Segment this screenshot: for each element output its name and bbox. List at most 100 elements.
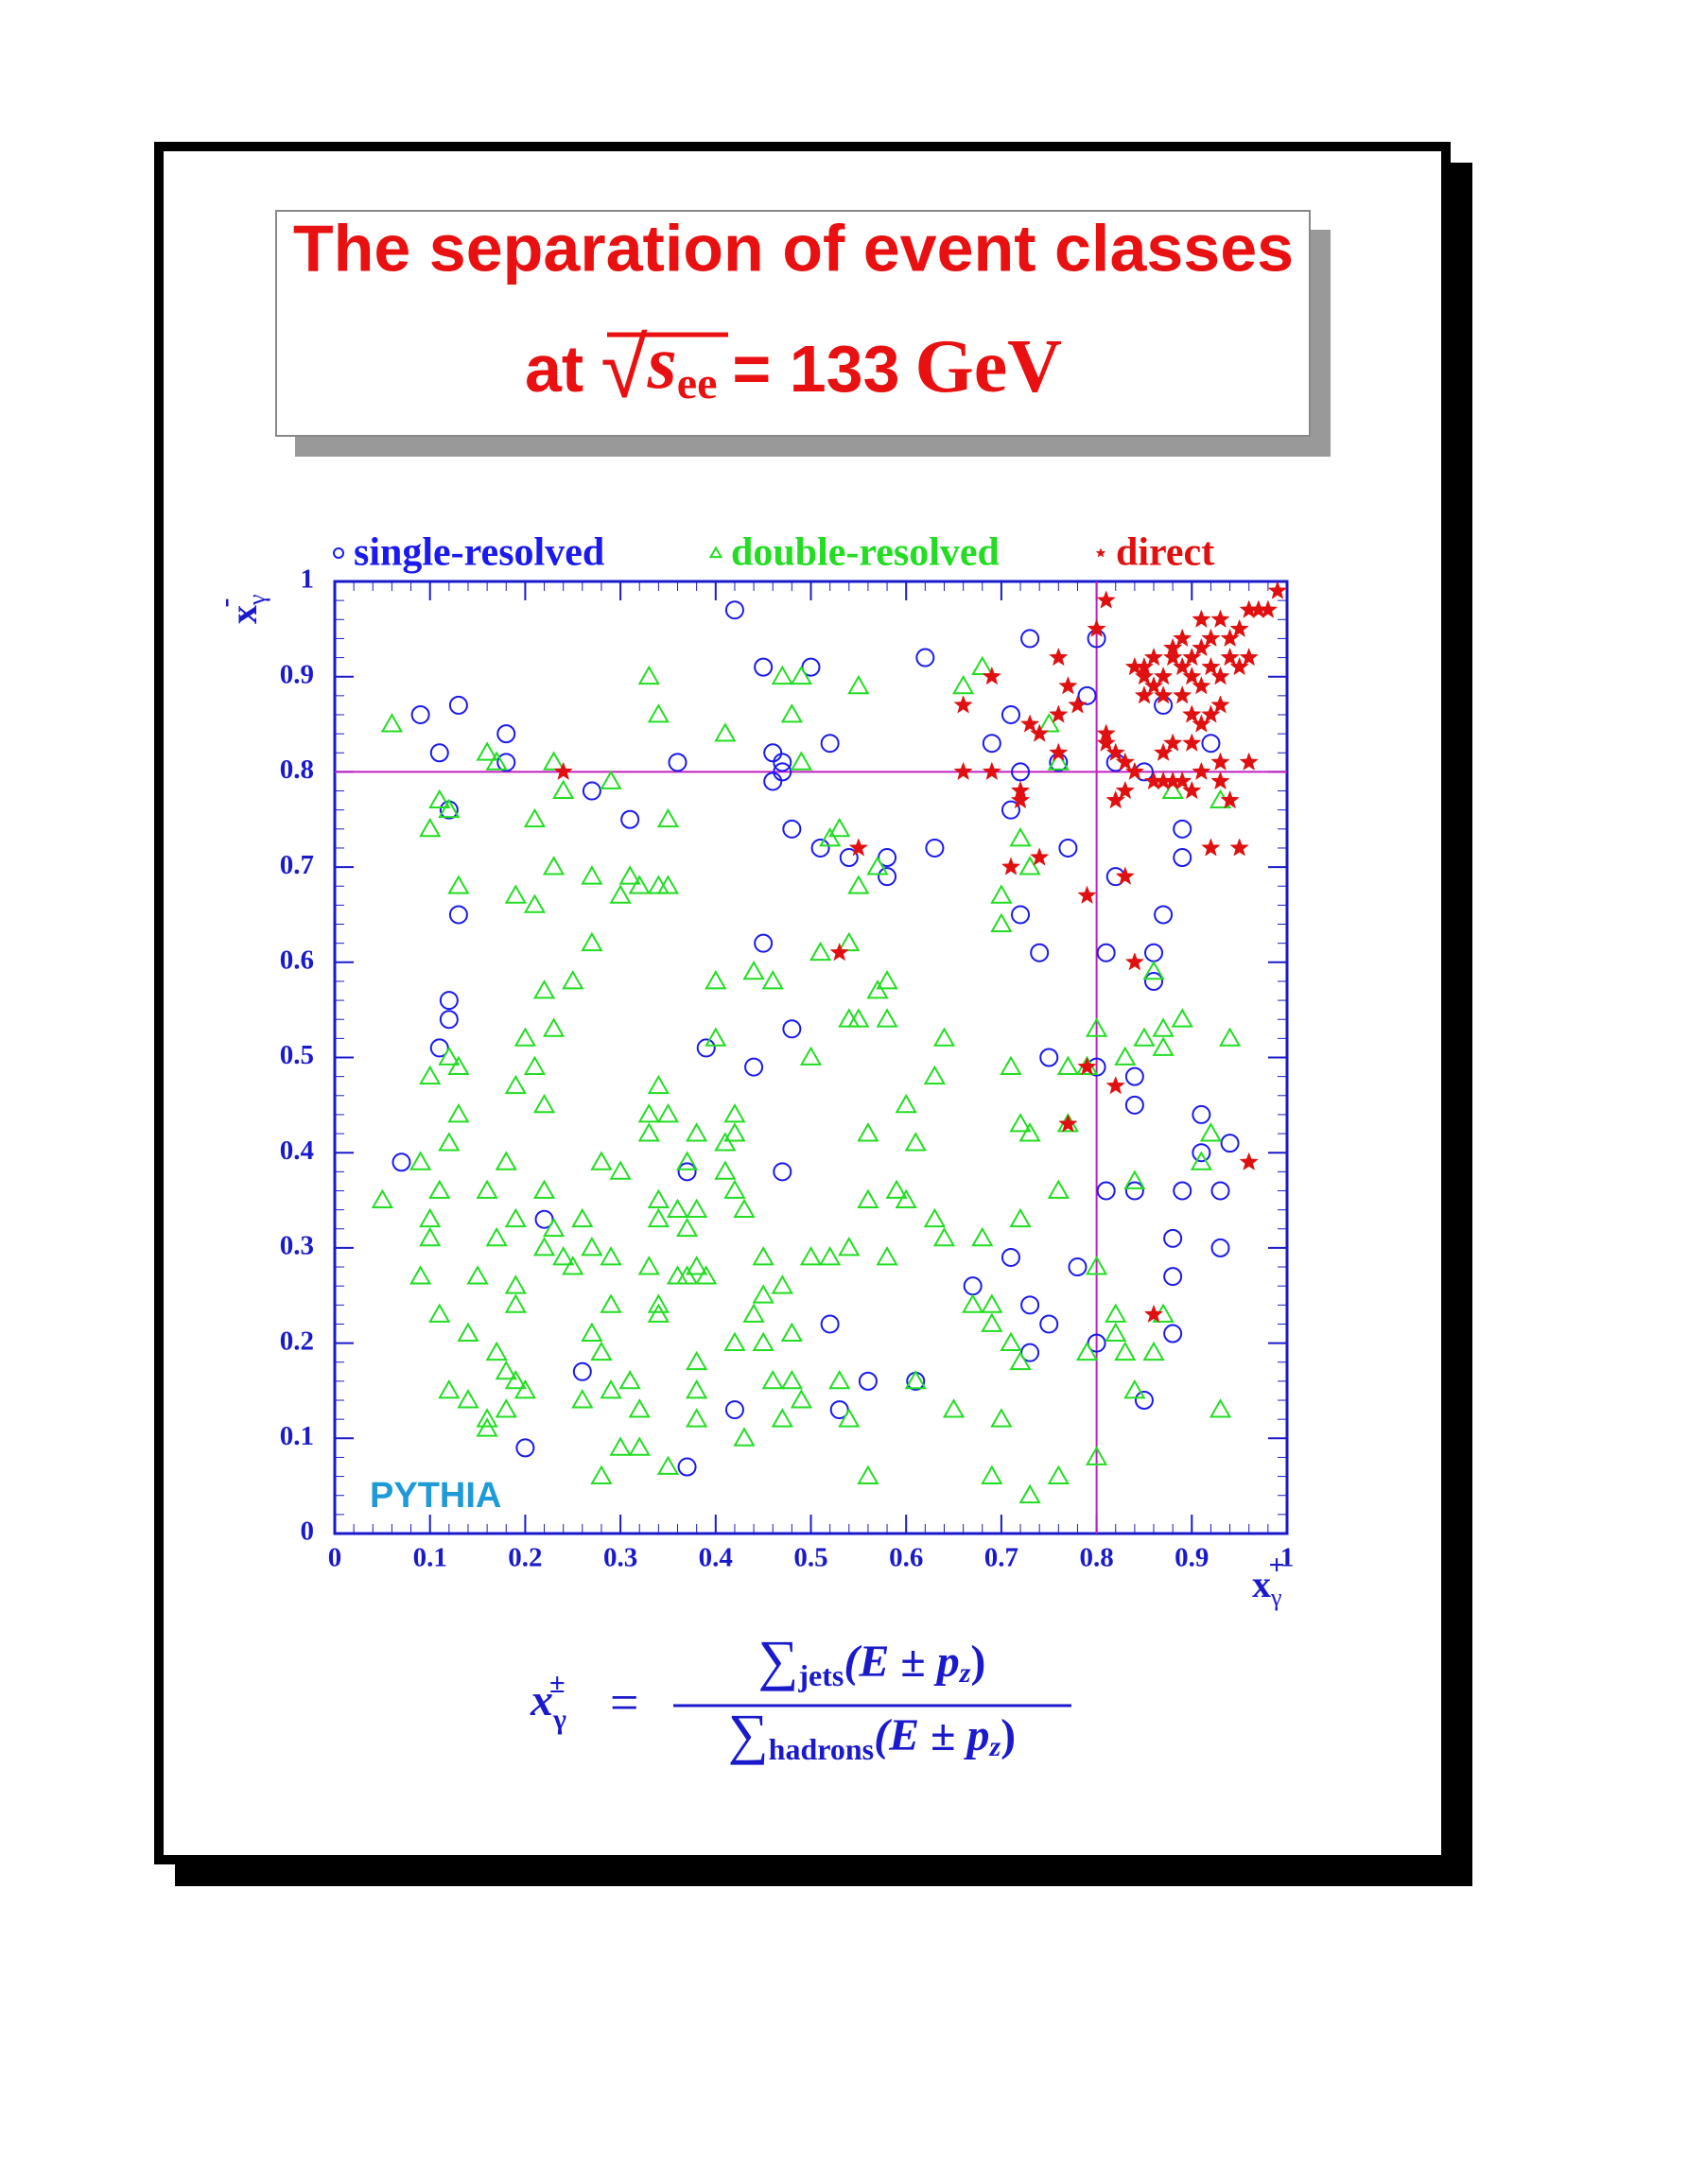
point-star <box>1143 1304 1164 1324</box>
x-tick-label: 0.2 <box>508 1543 542 1573</box>
point-circle <box>1039 1048 1059 1067</box>
point-triangle <box>647 1074 670 1095</box>
point-triangle <box>675 1217 699 1238</box>
point-triangle <box>714 1132 737 1152</box>
point-circle <box>1201 734 1221 754</box>
y-tick-label: 0 <box>301 1517 315 1547</box>
point-star <box>1173 771 1192 790</box>
point-star <box>1210 752 1230 771</box>
point-circle <box>1077 685 1097 705</box>
x-tick-label: 0.6 <box>889 1543 923 1573</box>
point-circle <box>1173 848 1192 868</box>
point-triangle <box>600 1246 622 1266</box>
point-circle <box>1220 1134 1240 1153</box>
point-triangle <box>656 875 680 894</box>
point-triangle <box>600 1293 622 1313</box>
point-triangle <box>647 1188 670 1208</box>
point-triangle <box>1133 1027 1156 1047</box>
point-circle <box>782 1019 802 1039</box>
point-triangle <box>752 1331 774 1352</box>
point-circle <box>1001 704 1020 724</box>
point-circle <box>1001 1247 1020 1267</box>
point-star <box>1267 581 1288 599</box>
point-circle <box>448 905 468 925</box>
point-triangle <box>819 826 842 847</box>
point-star <box>553 761 573 781</box>
x-tick-label: 0.3 <box>603 1543 637 1573</box>
point-triangle <box>790 751 813 771</box>
point-circle <box>754 933 774 953</box>
point-triangle <box>675 1151 699 1170</box>
point-star <box>1173 656 1192 676</box>
point-triangle <box>1190 1151 1212 1170</box>
x-tick-label: 0.8 <box>1079 1543 1113 1573</box>
point-triangle <box>1114 1341 1137 1361</box>
point-star <box>1019 714 1040 733</box>
point-circle <box>1087 1333 1106 1353</box>
point-triangle <box>532 1236 556 1257</box>
point-triangle <box>438 1132 461 1152</box>
point-triangle <box>504 1274 527 1294</box>
point-circle <box>1154 905 1174 925</box>
point-circle <box>1096 1181 1116 1201</box>
point-circle <box>1020 1295 1040 1315</box>
point-circle <box>1011 905 1031 925</box>
point-star <box>1229 656 1249 676</box>
point-star <box>1058 676 1078 695</box>
point-triangle <box>1105 1322 1127 1342</box>
point-triangle <box>409 1151 432 1170</box>
point-triangle <box>447 1055 470 1075</box>
point-triangle <box>476 1179 498 1199</box>
point-circle <box>439 1010 459 1030</box>
y-tick-label: 0.3 <box>280 1231 314 1261</box>
point-circle <box>801 657 821 677</box>
point-triangle <box>1161 779 1184 799</box>
point-triangle <box>419 1065 442 1085</box>
point-triangle <box>1009 1350 1032 1371</box>
chart-subtitle: at √see = 133 GeV <box>525 321 1062 416</box>
point-star <box>953 761 973 781</box>
point-triangle <box>1009 1207 1032 1228</box>
point-triangle <box>1123 1379 1146 1399</box>
point-circle <box>1173 819 1192 839</box>
ylabel-base: x <box>222 605 265 624</box>
formula-lhs: xγ ± <box>530 1668 566 1735</box>
x-tick-label: 1 <box>1280 1543 1295 1573</box>
point-triangle <box>876 1246 898 1266</box>
point-triangle <box>1152 1036 1175 1056</box>
point-triangle <box>647 703 670 723</box>
point-triangle <box>1085 1256 1108 1275</box>
point-star <box>1124 761 1145 781</box>
point-star <box>1115 866 1135 885</box>
point-triangle <box>1018 1483 1041 1504</box>
point-star <box>1210 609 1230 628</box>
point-triangle <box>1142 960 1165 980</box>
legend-label: single-resolved <box>354 531 604 575</box>
point-triangle <box>371 1188 393 1208</box>
point-star <box>1192 761 1211 781</box>
point-circle <box>1124 1066 1144 1086</box>
formula-den: ∑hadrons(E ± pz) <box>728 1703 1016 1767</box>
point-triangle <box>380 713 404 733</box>
point-triangle <box>771 665 793 685</box>
den-expr: (E ± p <box>874 1710 989 1760</box>
point-circle <box>1163 1324 1183 1343</box>
den-z: z <box>988 1731 1001 1762</box>
point-circle <box>1096 943 1116 962</box>
point-circle <box>668 753 687 772</box>
point-circle <box>1001 800 1020 820</box>
point-star <box>1258 599 1279 618</box>
point-triangle <box>1009 826 1032 847</box>
point-triangle <box>1047 751 1070 771</box>
point-star <box>982 761 1001 781</box>
point-star <box>1068 695 1088 714</box>
title-box <box>275 210 1311 437</box>
point-triangle <box>1085 1017 1108 1037</box>
legend-marker <box>708 546 723 559</box>
point-star <box>1210 695 1230 714</box>
point-triangle <box>1018 856 1041 875</box>
point-triangle <box>1037 713 1060 733</box>
point-triangle <box>542 856 566 875</box>
